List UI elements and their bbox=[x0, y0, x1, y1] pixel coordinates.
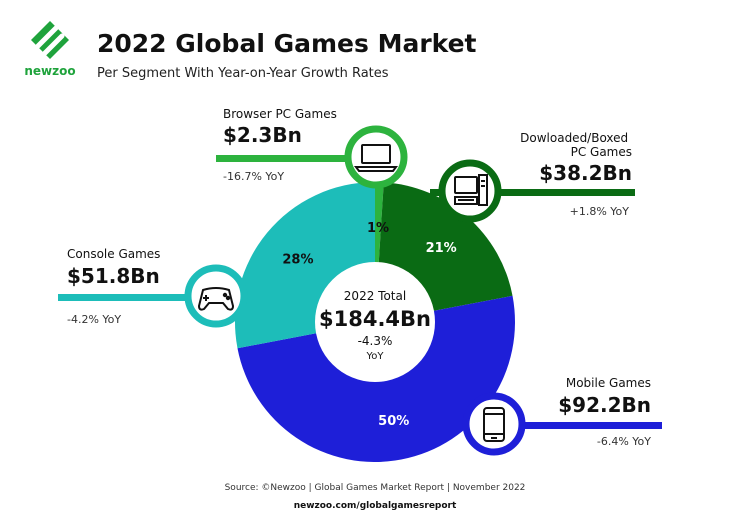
console-segment-yoy: -4.2% YoY bbox=[67, 313, 121, 326]
logo-stripe-icon bbox=[35, 25, 59, 49]
pc-segment-name-line2: PC Games bbox=[571, 145, 632, 159]
mobile-callout-bar bbox=[470, 422, 662, 429]
mobile-segment-yoy: -6.4% YoY bbox=[597, 435, 651, 448]
pc-icon-badge bbox=[438, 159, 502, 223]
slice-share-label: 1% bbox=[367, 221, 389, 236]
total-growth: -4.3% bbox=[358, 334, 393, 348]
browser-segment-value: $2.3Bn bbox=[223, 123, 302, 147]
laptop-icon bbox=[354, 144, 398, 172]
slice-share-label: 21% bbox=[426, 241, 457, 256]
logo-wordmark: newzoo bbox=[24, 64, 75, 78]
pc-segment-name-line1: Dowloaded/Boxed bbox=[520, 131, 628, 145]
footer-url: newzoo.com/globalgamesreport bbox=[294, 501, 457, 511]
browser-segment-name: Browser PC Games bbox=[223, 107, 337, 121]
browser-callout-bar bbox=[216, 155, 381, 162]
console-callout-bar bbox=[58, 294, 218, 301]
page-title: 2022 Global Games Market bbox=[97, 29, 477, 58]
pc-segment-yoy: +1.8% YoY bbox=[570, 205, 630, 218]
pc-segment-value: $38.2Bn bbox=[539, 161, 632, 185]
mobile-segment-value: $92.2Bn bbox=[558, 393, 651, 417]
total-growth-unit: YoY bbox=[365, 351, 384, 362]
smartphone-icon bbox=[483, 407, 505, 442]
browser-icon-badge bbox=[344, 125, 408, 189]
newzoo-logo: newzoo bbox=[24, 21, 76, 78]
slice-labels: 1% 21% 50% 28% bbox=[282, 221, 456, 429]
pc-callout-bar bbox=[430, 189, 635, 196]
gamepad-icon bbox=[197, 287, 235, 311]
slice-share-label: 28% bbox=[282, 252, 313, 267]
total-value: $184.4Bn bbox=[319, 307, 431, 331]
console-segment-value: $51.8Bn bbox=[67, 264, 160, 288]
console-segment-name: Console Games bbox=[67, 247, 160, 261]
total-label: 2022 Total bbox=[344, 289, 406, 303]
logo-diamond-icon bbox=[31, 21, 69, 59]
mobile-icon-badge bbox=[462, 392, 526, 456]
browser-segment-yoy: -16.7% YoY bbox=[223, 170, 284, 183]
slice-share-label: 50% bbox=[378, 414, 409, 429]
footer-source: Source: ©Newzoo | Global Games Market Re… bbox=[225, 483, 526, 493]
page-subtitle: Per Segment With Year-on-Year Growth Rat… bbox=[97, 66, 389, 81]
logo-stripe-icon bbox=[42, 33, 65, 56]
donut-center bbox=[315, 262, 435, 382]
pc-segment-name: Dowloaded/Boxed PC Games bbox=[520, 131, 632, 159]
desktop-pc-icon bbox=[454, 174, 488, 206]
console-icon-badge bbox=[184, 264, 248, 328]
mobile-segment-name: Mobile Games bbox=[566, 376, 651, 390]
